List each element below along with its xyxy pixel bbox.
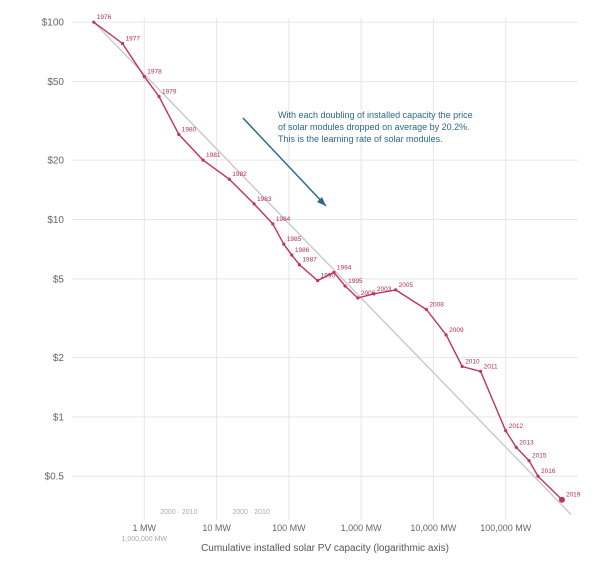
year-label: 1983 <box>257 196 272 203</box>
year-label: 2012 <box>509 423 524 430</box>
data-point <box>92 20 96 24</box>
year-label: 1982 <box>232 171 247 178</box>
data-point <box>157 94 161 99</box>
annotation-arrow-head <box>317 197 326 206</box>
series-end-marker <box>558 496 565 503</box>
learning-rate-trend-line <box>93 21 572 515</box>
data-point <box>177 132 181 136</box>
trend-line-layer <box>93 21 572 515</box>
annotation-text-line: of solar modules dropped on average by 2… <box>278 122 470 132</box>
year-label: 2011 <box>484 363 498 370</box>
year-label: 2003 <box>377 286 392 293</box>
y-tick-label: $10 <box>47 215 64 226</box>
year-label: 2009 <box>449 327 464 334</box>
grid <box>72 18 578 520</box>
data-point <box>290 253 294 257</box>
x-tick-label: 100 MW <box>272 523 306 533</box>
year-label: 2005 <box>399 282 414 289</box>
y-tick-label: $100 <box>42 18 65 29</box>
x-axis-label: Cumulative installed solar PV capacity (… <box>201 543 449 554</box>
y-tick-label: $2 <box>53 353 65 364</box>
data-point <box>282 242 286 246</box>
annotation: With each doubling of installed capacity… <box>242 110 473 207</box>
annotation-arrow-shaft <box>242 117 327 207</box>
x-sub-label: 1,000,000 MW <box>122 536 168 543</box>
year-label: 1981 <box>206 152 221 159</box>
year-label: 1980 <box>182 126 197 133</box>
annotation-text-line: With each doubling of installed capacity… <box>278 110 473 120</box>
data-point <box>479 369 483 373</box>
data-point <box>424 307 429 312</box>
year-label: 1985 <box>287 236 302 243</box>
x-sub-label: 2000 · 2010 <box>160 509 197 516</box>
data-point <box>444 333 448 337</box>
data-point <box>356 296 360 300</box>
series-layer: 1976 1977 1978 1979 1980 1981 1982 1983 1984 1985… <box>92 14 581 503</box>
data-point <box>527 459 531 463</box>
y-tick-label: $1 <box>53 412 65 423</box>
y-axis-tick-labels: $100 $50 $20 $10 $5 $2 $1 $0.5 <box>42 18 65 483</box>
data-point <box>252 202 256 206</box>
year-label: 1984 <box>276 216 291 223</box>
data-point <box>271 222 275 226</box>
data-point <box>372 292 376 296</box>
data-point <box>514 445 518 449</box>
year-label: 1994 <box>337 264 352 271</box>
year-label: 1979 <box>162 89 177 96</box>
data-point <box>297 263 302 267</box>
year-label: 2016 <box>541 468 556 475</box>
data-point <box>227 177 231 181</box>
year-label: 1987 <box>302 257 317 264</box>
data-point <box>536 474 540 478</box>
x-tick-label: 100,000 MW <box>480 523 532 533</box>
x-tick-label: 10,000 MW <box>410 523 457 533</box>
data-point <box>460 364 464 369</box>
year-label: 1995 <box>348 278 363 285</box>
data-point <box>316 279 320 283</box>
year-label: 2000 <box>361 290 376 297</box>
year-label: 1978 <box>147 69 162 76</box>
x-tick-label: 1,000 MW <box>341 523 383 533</box>
year-label: 2015 <box>532 453 547 460</box>
year-label: 2019 <box>566 492 581 499</box>
x-sub-label: 2000 · 2010 <box>232 509 269 516</box>
year-label: 1990 <box>321 273 336 280</box>
data-point <box>201 158 205 162</box>
year-label: 2013 <box>519 439 534 446</box>
y-tick-label: $50 <box>47 77 64 88</box>
data-point <box>332 270 336 274</box>
y-tick-label: $5 <box>53 274 65 285</box>
year-label: 1976 <box>97 14 112 21</box>
data-point <box>343 284 347 288</box>
x-axis-tick-labels: 1 MW 10 MW 100 MW 1,000 MW 10,000 MW 100,000 … <box>122 509 532 543</box>
y-tick-label: $20 <box>47 156 64 167</box>
y-tick-label: $0.5 <box>45 472 65 483</box>
year-label: 2010 <box>465 358 480 365</box>
data-point <box>142 74 146 79</box>
year-label: 1986 <box>295 247 310 254</box>
x-tick-label: 1 MW <box>133 523 157 533</box>
data-point <box>120 41 125 46</box>
year-label: 1977 <box>126 35 141 42</box>
x-tick-label: 10 MW <box>202 523 231 533</box>
data-point <box>394 288 398 292</box>
year-label: 2008 <box>429 301 444 308</box>
data-point <box>504 429 508 433</box>
annotation-text-line: This is the learning rate of solar modul… <box>278 134 443 144</box>
